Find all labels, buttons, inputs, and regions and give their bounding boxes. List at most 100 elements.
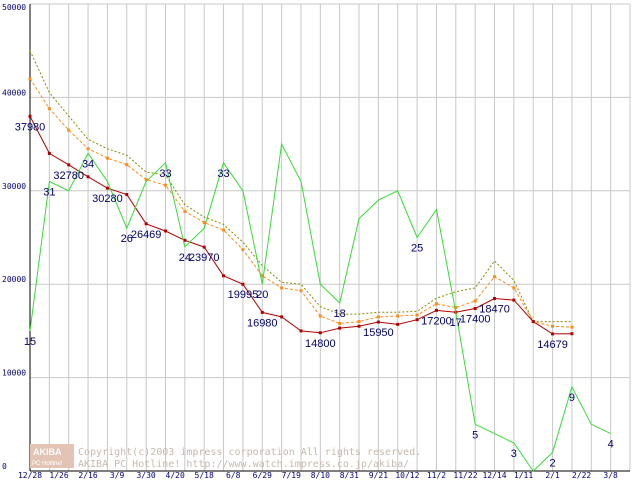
series-line-shop-count	[29, 142, 611, 472]
data-point-marker	[396, 322, 400, 326]
data-point-marker	[163, 229, 167, 233]
data-point-marker	[260, 274, 264, 278]
x-tick-label: 7/19	[282, 471, 301, 480]
data-label: 19995	[228, 289, 259, 301]
x-tick-label: 3/9	[110, 471, 125, 480]
x-tick-label: 12/14	[482, 471, 506, 480]
x-tick-label: 6/8	[226, 471, 241, 480]
y-tick-label: 50000	[2, 3, 26, 12]
x-tick-label: 12/28	[18, 471, 42, 480]
data-point-marker	[512, 286, 516, 290]
data-label: 32780	[53, 170, 84, 182]
x-tick-label: 6/29	[253, 471, 272, 480]
data-labels: 37980 32780 30280 26469 23970 19995 16980 14800…	[15, 121, 614, 469]
akiba-logo-icon	[30, 444, 74, 468]
x-tick-label: 8/10	[311, 471, 330, 480]
data-point-marker	[318, 314, 322, 318]
x-tick-label: 5/18	[195, 471, 214, 480]
data-label: 14800	[305, 338, 336, 350]
data-label: 33	[159, 168, 171, 180]
data-point-marker	[531, 320, 535, 324]
data-point-marker	[280, 286, 284, 290]
data-label: 23970	[189, 252, 220, 264]
data-point-marker	[434, 308, 438, 312]
data-point-marker	[222, 274, 226, 278]
copyright-text: Copyright(c)2003 impress corporation All…	[78, 447, 421, 458]
data-label: 15	[24, 336, 36, 348]
data-point-marker	[28, 77, 32, 81]
data-point-marker	[551, 332, 555, 336]
data-point-marker	[280, 315, 284, 319]
x-tick-label: 8/31	[340, 471, 359, 480]
data-label: 18	[334, 308, 346, 320]
data-point-marker	[86, 175, 90, 179]
x-tick-label: 2/16	[78, 471, 97, 480]
data-label: 26469	[131, 229, 162, 241]
y-tick-label: 20000	[2, 275, 26, 284]
y-tick-label: 10000	[2, 369, 26, 378]
data-label: 4	[608, 439, 614, 451]
data-label: 18470	[479, 303, 510, 315]
data-point-marker	[183, 209, 187, 213]
data-point-marker	[434, 302, 438, 306]
data-label: 33	[217, 168, 229, 180]
x-tick-label: 4/20	[166, 471, 185, 480]
data-point-marker	[125, 163, 129, 167]
data-label: 14679	[537, 339, 568, 351]
data-point-marker	[551, 324, 555, 328]
x-tick-label: 1/26	[49, 471, 68, 480]
x-tick-label: 11/2	[427, 471, 446, 480]
x-tick-label: 3/30	[136, 471, 155, 480]
data-point-marker	[318, 331, 322, 335]
data-point-marker	[163, 183, 167, 187]
data-label: 17200	[421, 315, 452, 327]
y-tick-labels: 0 10000 20000 30000 40000 50000	[2, 3, 26, 471]
data-point-marker	[512, 298, 516, 302]
data-point-marker	[415, 313, 419, 317]
data-point-marker	[67, 163, 71, 167]
data-point-marker	[570, 332, 574, 336]
data-label: 9	[569, 392, 575, 404]
data-label: 37980	[15, 121, 46, 133]
data-point-marker	[454, 306, 458, 310]
data-point-marker	[357, 320, 361, 324]
series-line-upper-range	[29, 50, 572, 323]
data-point-marker	[144, 222, 148, 226]
x-tick-label: 10/12	[395, 471, 419, 480]
data-label: 31	[43, 186, 55, 198]
data-label: 15950	[363, 327, 394, 339]
data-point-marker	[28, 114, 32, 118]
data-point-marker	[299, 289, 303, 293]
data-point-marker	[47, 151, 51, 155]
data-point-marker	[86, 147, 90, 151]
data-point-marker	[570, 325, 574, 329]
data-point-marker	[47, 107, 51, 111]
data-point-marker	[67, 128, 71, 132]
data-point-marker	[144, 178, 148, 182]
data-point-marker	[222, 228, 226, 232]
data-point-marker	[415, 318, 419, 322]
data-label: 2	[550, 457, 556, 469]
data-label: 25	[411, 243, 423, 255]
data-point-marker	[493, 275, 497, 279]
y-tick-label: 40000	[2, 88, 26, 97]
data-point-marker	[241, 248, 245, 252]
x-tick-label: 11/22	[453, 471, 477, 480]
x-tick-label: 2/22	[572, 471, 591, 480]
x-tick-labels: 12/28 1/26 2/16 3/9 3/30 4/20 5/18 6/8 6/29 7/19 8…	[18, 471, 618, 480]
data-label: 20	[256, 289, 268, 301]
data-label: 5	[472, 429, 478, 441]
data-point-marker	[473, 299, 477, 303]
y-tick-label: 0	[2, 462, 7, 471]
data-point-marker	[260, 310, 264, 314]
data-point-marker	[473, 306, 477, 310]
data-label: 26	[121, 233, 133, 245]
data-point-marker	[202, 245, 206, 249]
series-lines	[28, 50, 611, 472]
data-point-marker	[299, 329, 303, 333]
data-point-marker	[338, 326, 342, 330]
y-tick-label: 30000	[2, 182, 26, 191]
data-label: 30280	[92, 193, 123, 205]
